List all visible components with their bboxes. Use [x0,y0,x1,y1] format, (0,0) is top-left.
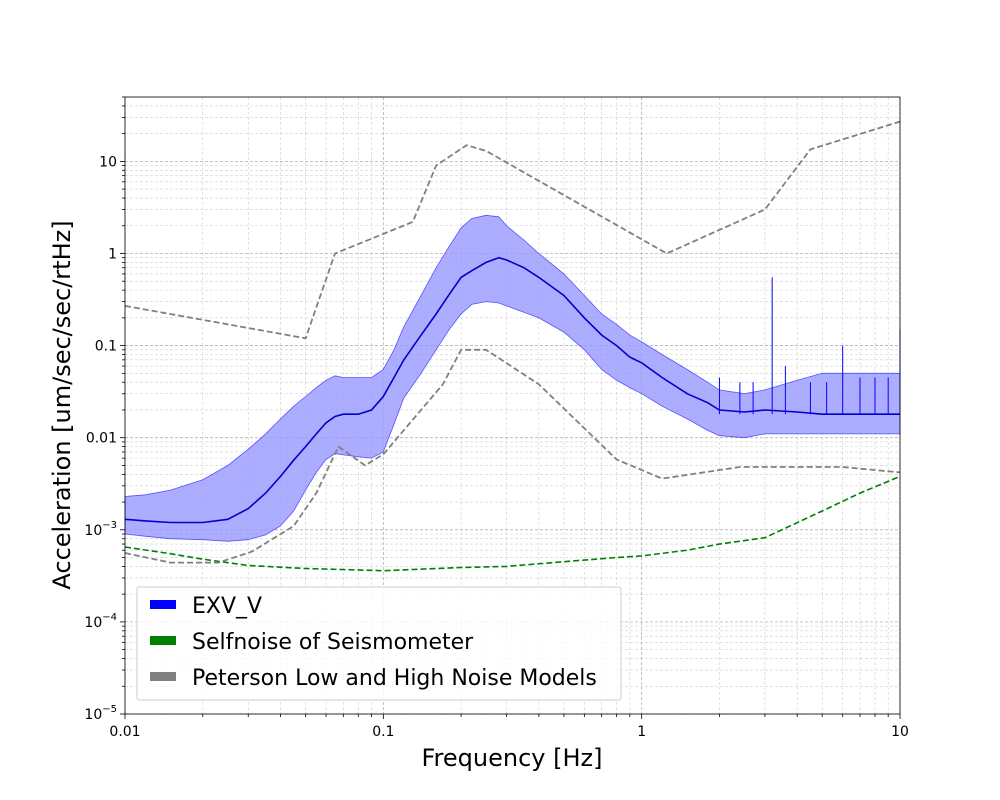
x-tick-label: 0.01 [109,724,140,740]
legend-label-peterson: Peterson Low and High Noise Models [192,666,597,691]
selfnoise-line [124,475,901,572]
legend-swatch-selfnoise [150,636,176,645]
y-tick-label: 10 [99,154,117,170]
y-axis-title: Acceleration [um/sec/sec/rtHz] [48,220,76,589]
tick-labels: 0.01 0.1 1 10 10−5 10−4 10−3 0.01 0.1 1 10 [84,154,908,740]
plot-frame [124,96,901,715]
legend: EXV_V Selfnoise of Seismometer Peterson … [136,586,622,701]
y-tick-label: 10−3 [84,520,117,539]
y-tick-label: 0.01 [86,431,117,447]
x-tick-label: 1 [637,724,646,740]
legend-box [136,586,622,701]
exv-v-line [124,256,900,524]
x-tick-label: 0.1 [372,724,394,740]
legend-label-selfnoise: Selfnoise of Seismometer [192,630,474,655]
exv-v-band [124,214,901,542]
legend-label-exv-v: EXV_V [192,594,262,619]
y-tick-label: 1 [108,246,117,262]
x-axis-title: Frequency [Hz] [422,744,603,772]
peterson-high-noise-line [124,120,901,340]
x-tick-label: 10 [891,724,909,740]
y-tick-label: 10−4 [84,612,117,631]
peterson-low-noise-line [124,348,901,564]
y-tick-label: 0.1 [95,339,117,355]
legend-swatch-exv-v [150,600,176,609]
y-tick-label: 10−5 [84,704,117,723]
legend-swatch-peterson [150,672,176,681]
axis-ticks [120,96,901,719]
